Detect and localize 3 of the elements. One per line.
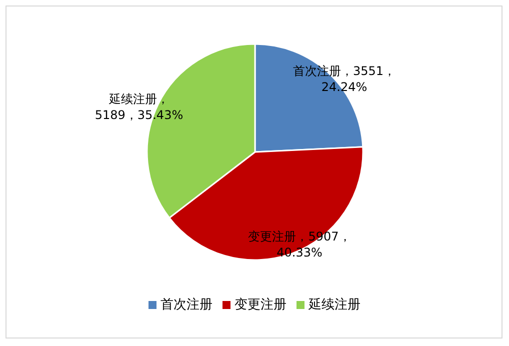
legend-label: 变更注册 bbox=[234, 298, 286, 313]
legend-label: 延续注册 bbox=[308, 298, 360, 313]
legend-label: 首次注册 bbox=[160, 298, 212, 313]
